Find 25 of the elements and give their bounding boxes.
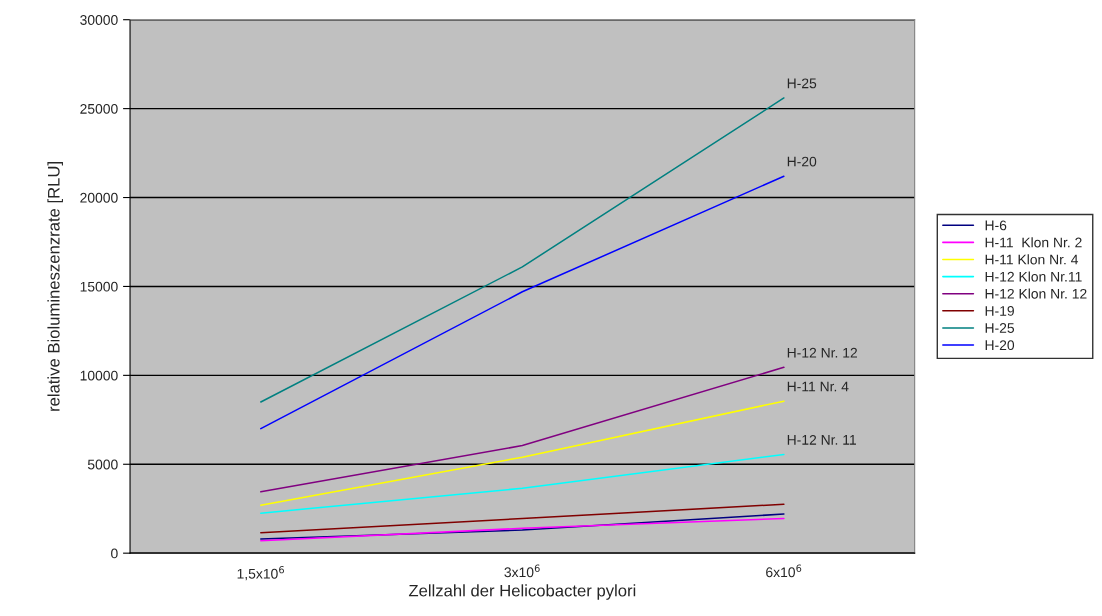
legend-label: H-20 [985,340,1015,351]
y-tick-label: 5000 [87,459,118,470]
legend-label: H-25 [985,323,1015,333]
legend-label: H-12 Klon Nr. 12 [985,288,1087,299]
annotation: H-12 Nr. 11 [787,434,856,445]
x-tick-label: 3x10$^{6}$ [504,564,540,578]
legend-label: H-11 Klon Nr. 4 [985,254,1079,265]
legend-label: H-11 Klon Nr. 2 [985,237,1082,248]
y-tick-label: 25000 [80,103,118,114]
annotation: H-12 Nr. 12 [787,347,857,358]
x-tick-label: 1,5x10$^{6}$ [237,565,284,581]
y-tick-label: 0 [111,548,118,559]
legend-label: H-19 [985,306,1014,316]
y-tick-label: 15000 [80,281,118,292]
legend-label: H-12 Klon Nr.11 [985,271,1082,282]
x-tick-label: 6x10$^{6}$ [766,564,802,578]
y-tick-label: 10000 [80,370,118,381]
annotation: H-11 Nr. 4 [787,381,849,392]
y-axis-title: relative Biolumineszenzrate [RLU] [47,162,63,411]
y-tick-label: 30000 [80,15,118,25]
x-axis-title: Zellzahl der Helicobacter pylori [408,584,636,600]
y-tick-label: 20000 [80,192,118,203]
annotation: H-25 [787,78,817,89]
annotation: H-20 [787,156,817,167]
legend-label: H-6 [985,220,1007,231]
